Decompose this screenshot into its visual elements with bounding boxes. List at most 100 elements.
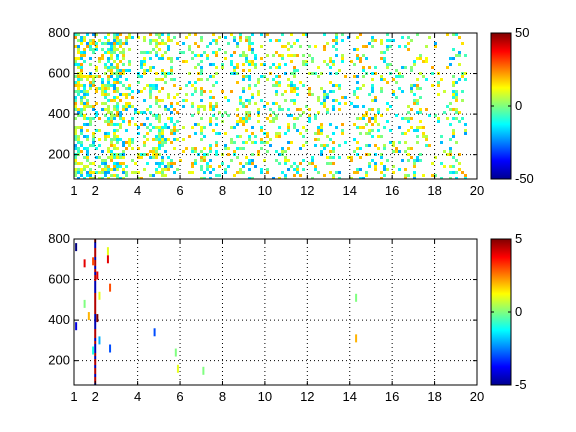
heatmap-cell bbox=[326, 156, 329, 159]
heatmap-cell bbox=[80, 78, 83, 81]
heatmap-cell bbox=[275, 39, 278, 42]
heatmap-cell bbox=[377, 147, 380, 150]
heatmap-cell bbox=[203, 51, 206, 54]
heatmap-cell bbox=[158, 78, 161, 81]
heatmap-streak-cell bbox=[94, 320, 97, 323]
heatmap-streak-cell bbox=[94, 341, 97, 344]
heatmap-cell bbox=[203, 108, 206, 111]
heatmap-cell bbox=[431, 66, 434, 69]
heatmap-cell bbox=[356, 171, 359, 174]
heatmap-cell bbox=[461, 171, 464, 174]
heatmap-cell bbox=[257, 114, 260, 117]
heatmap-cell bbox=[455, 90, 458, 93]
heatmap-cell bbox=[266, 141, 269, 144]
heatmap-cell bbox=[392, 150, 395, 153]
heatmap-cell bbox=[371, 159, 374, 162]
heatmap-cell bbox=[380, 51, 383, 54]
heatmap-cell bbox=[260, 129, 263, 132]
heatmap-cell bbox=[230, 72, 233, 75]
heatmap-cell bbox=[275, 51, 278, 54]
heatmap-cell bbox=[254, 165, 257, 168]
heatmap-cell bbox=[116, 102, 119, 105]
heatmap-cell bbox=[239, 117, 242, 120]
heatmap-cell bbox=[80, 54, 83, 57]
heatmap-cell bbox=[245, 75, 248, 78]
heatmap-cell bbox=[410, 147, 413, 150]
heatmap-cell bbox=[287, 78, 290, 81]
heatmap-cell bbox=[203, 147, 206, 150]
heatmap-cell bbox=[119, 126, 122, 129]
heatmap-cell bbox=[104, 63, 107, 66]
heatmap-cell bbox=[407, 48, 410, 51]
heatmap-cell bbox=[176, 42, 179, 45]
heatmap-cell bbox=[128, 141, 131, 144]
heatmap-cell bbox=[308, 90, 311, 93]
heatmap-cell bbox=[335, 171, 338, 174]
heatmap-cell bbox=[212, 108, 215, 111]
heatmap-cell bbox=[242, 141, 245, 144]
heatmap-cell bbox=[158, 57, 161, 60]
heatmap-cell bbox=[95, 171, 98, 174]
heatmap-cell bbox=[290, 114, 293, 117]
heatmap-cell bbox=[248, 78, 251, 81]
heatmap-cell bbox=[158, 105, 161, 108]
heatmap-cell bbox=[455, 81, 458, 84]
heatmap-streak-cell bbox=[94, 347, 97, 350]
heatmap-cell bbox=[155, 153, 158, 156]
heatmap-cell bbox=[191, 150, 194, 153]
heatmap-cell bbox=[149, 96, 152, 99]
heatmap-cell bbox=[101, 171, 104, 174]
heatmap-cell bbox=[425, 144, 428, 147]
heatmap-cell bbox=[119, 75, 122, 78]
heatmap-cell bbox=[332, 150, 335, 153]
heatmap-cell bbox=[413, 129, 416, 132]
heatmap-cell bbox=[401, 159, 404, 162]
heatmap-cell bbox=[317, 75, 320, 78]
heatmap-cell bbox=[158, 48, 161, 51]
heatmap-cell bbox=[245, 117, 248, 120]
heatmap-cell bbox=[161, 141, 164, 144]
heatmap-cell bbox=[305, 129, 308, 132]
heatmap-cell bbox=[245, 129, 248, 132]
heatmap-cell bbox=[335, 54, 338, 57]
heatmap-cell bbox=[191, 84, 194, 87]
heatmap-streak-cell bbox=[94, 314, 97, 317]
heatmap-cell bbox=[125, 39, 128, 42]
heatmap-cell bbox=[80, 66, 83, 69]
heatmap-cell bbox=[212, 105, 215, 108]
heatmap-cell bbox=[143, 153, 146, 156]
heatmap-cell bbox=[326, 135, 329, 138]
x-tick-label: 1 bbox=[70, 389, 77, 404]
heatmap-cell bbox=[290, 72, 293, 75]
heatmap-cell bbox=[155, 96, 158, 99]
heatmap-cell bbox=[296, 87, 299, 90]
heatmap-cell bbox=[167, 96, 170, 99]
x-tick-label: 18 bbox=[427, 183, 441, 198]
heatmap-cell bbox=[182, 150, 185, 153]
heatmap-cell bbox=[383, 147, 386, 150]
x-tick-label: 18 bbox=[427, 389, 441, 404]
heatmap-cell bbox=[329, 156, 332, 159]
heatmap-cell bbox=[239, 120, 242, 123]
heatmap-cell bbox=[413, 177, 416, 179]
heatmap-cell bbox=[458, 36, 461, 39]
heatmap-cell bbox=[113, 51, 116, 54]
heatmap-cell bbox=[116, 96, 119, 99]
heatmap-cell bbox=[215, 72, 218, 75]
x-tick-label: 10 bbox=[258, 183, 272, 198]
heatmap-cell bbox=[242, 105, 245, 108]
heatmap-cell bbox=[224, 168, 227, 171]
heatmap-cell bbox=[125, 78, 128, 81]
heatmap-cell bbox=[200, 126, 203, 129]
heatmap-cell bbox=[248, 159, 251, 162]
heatmap-cell bbox=[272, 111, 275, 114]
heatmap-cell bbox=[80, 174, 83, 177]
heatmap-cell bbox=[101, 108, 104, 111]
x-tick-label: 14 bbox=[343, 389, 357, 404]
heatmap-cell bbox=[392, 90, 395, 93]
heatmap-cell bbox=[326, 63, 329, 66]
heatmap-cell bbox=[413, 162, 416, 165]
heatmap-cell bbox=[137, 132, 140, 135]
heatmap-cell bbox=[143, 111, 146, 114]
